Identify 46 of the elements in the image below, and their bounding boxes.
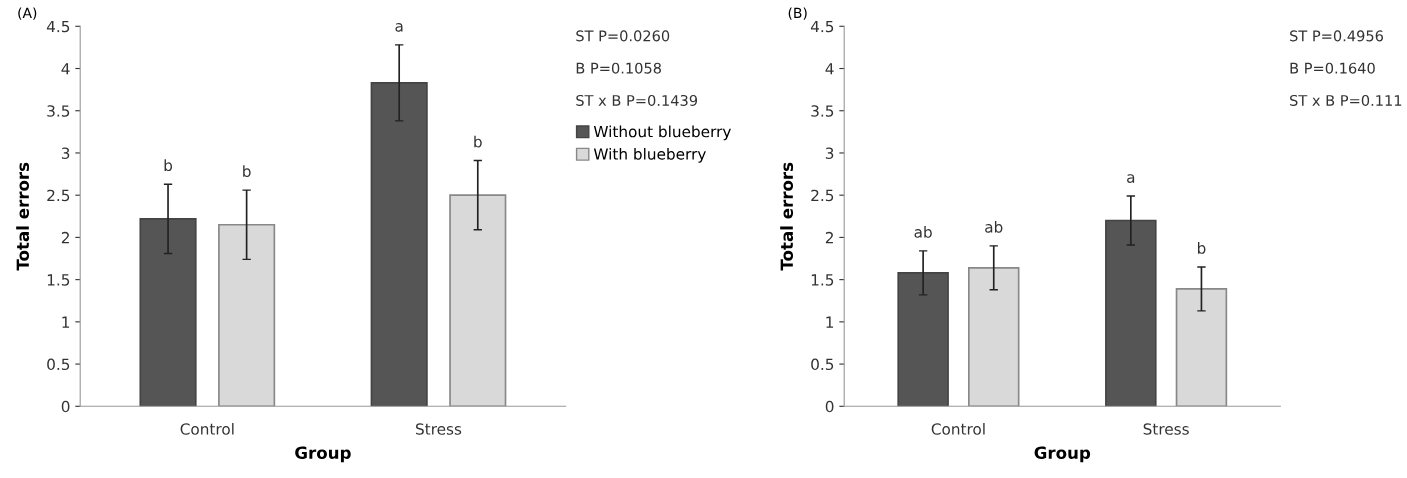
y-tick-label: 2.5 [811,189,834,202]
text: ST P=0.0260 [576,30,670,42]
y-tick-label: 0.5 [47,358,70,371]
chart-title: (A) [18,7,37,20]
x-tick-label: Stress [1143,423,1189,435]
annotation: ab [985,220,1003,233]
annotation: b [1197,242,1206,254]
annotation: a [1127,174,1135,183]
x-tick-label: Control [931,422,985,435]
legend-label: With blueberry [593,147,706,163]
y-tick-label: 2 [825,231,833,244]
y-axis-title: Total errors [16,162,30,271]
annotation: b [164,159,173,172]
x-tick-label: Stress [416,423,462,435]
y-tick-label: 1 [826,316,834,328]
x-tick-label: Control [180,422,234,435]
y-tick-label: 0.5 [811,358,834,371]
annotation: b [474,135,482,148]
y-tick-label: 2 [61,231,69,244]
y-tick-label: 0 [825,400,834,413]
annotation: ab [914,226,932,238]
y-tick-label: 4 [825,63,834,75]
y-tick-label: 0 [61,400,70,413]
y-tick-label: 1 [62,316,70,328]
y-axis-title: Total errors [780,162,794,271]
annotation: b [243,165,251,178]
y-tick-label: 1.5 [811,274,834,286]
y-tick-label: 2.5 [47,189,70,202]
x-axis-title: Group [1034,446,1091,463]
chart-title: (B) [788,7,807,20]
text: ST x B P=0.1439 [576,94,698,106]
y-tick-label: 4.5 [810,20,834,33]
y-tick-label: 3 [61,147,70,159]
y-tick-label: 1.5 [47,274,70,286]
y-tick-label: 4.5 [46,20,70,33]
y-tick-label: 4 [61,63,70,75]
text: ST P=0.4956 [1290,30,1384,42]
y-tick-label: 3 [825,147,834,159]
annotation: a [395,23,403,32]
x-axis-title: Group [295,446,351,463]
text: B P=0.1640 [1290,62,1375,74]
y-tick-label: 3.5 [811,105,834,117]
y-tick-label: 3.5 [47,105,70,117]
legend-label: Without blueberry [593,125,731,141]
text: ST x B P=0.111 [1290,94,1402,106]
text: B P=0.1058 [576,62,662,74]
